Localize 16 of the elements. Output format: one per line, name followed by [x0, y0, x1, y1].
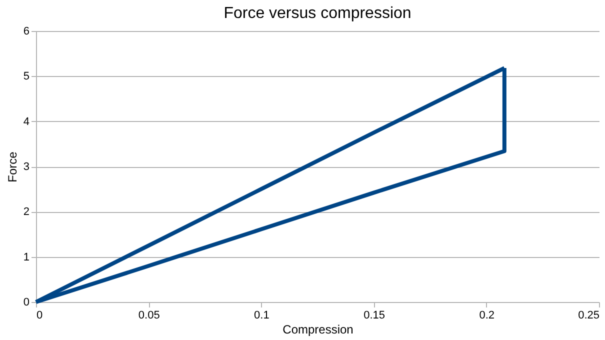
- x-tick-label: 0: [36, 310, 43, 322]
- x-tick-label: 0.2: [479, 310, 495, 322]
- x-tick-label: 0.05: [138, 310, 160, 322]
- y-tick-label: 1: [23, 251, 30, 264]
- x-tick-label: 0.25: [578, 310, 600, 322]
- y-tick-label: 2: [23, 206, 30, 218]
- chart-title: Force versus compression: [224, 5, 412, 22]
- y-tick-label: 3: [23, 161, 30, 173]
- y-tick-label: 6: [23, 26, 30, 38]
- x-tick-label: 0.15: [364, 310, 386, 322]
- y-tick-label: 5: [23, 70, 30, 83]
- y-tick-label: 4: [23, 116, 30, 128]
- x-axis-title: Compression: [282, 322, 354, 336]
- y-tick-label: 0: [23, 296, 30, 308]
- x-tick-label: 0.1: [254, 310, 270, 322]
- y-axis-title: Force: [5, 151, 20, 182]
